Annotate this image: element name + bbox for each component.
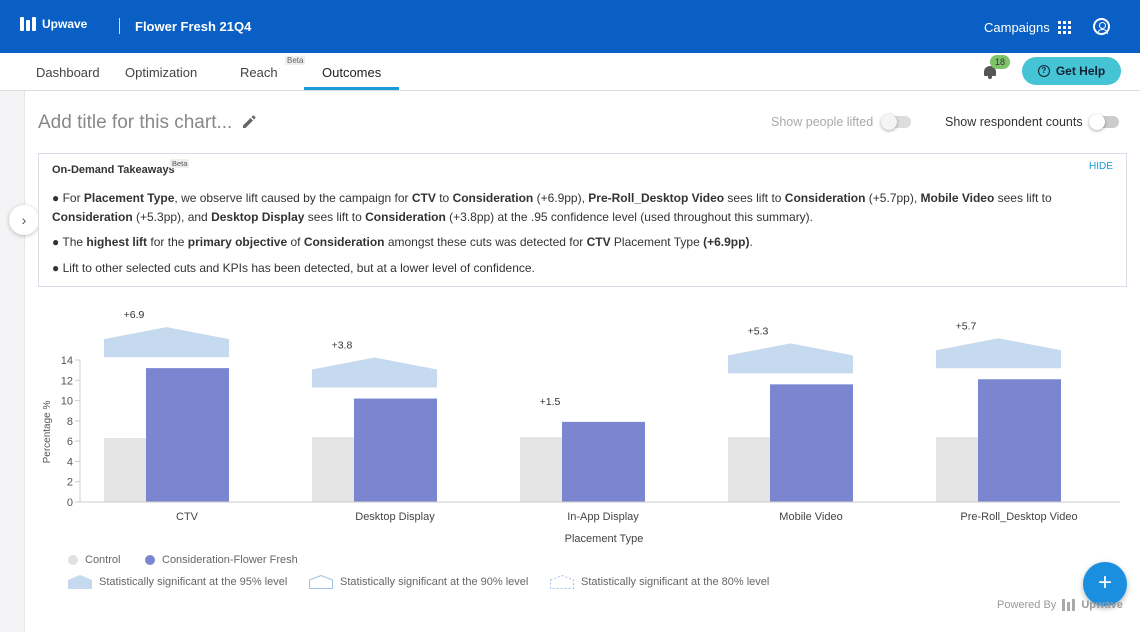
sig-90-shape-icon: [309, 575, 333, 589]
bar-consideration-4[interactable]: [978, 379, 1061, 502]
x-tick-label-2: In-App Display: [567, 511, 639, 523]
x-tick-label-0: CTV: [176, 511, 199, 523]
x-tick-label-3: Mobile Video: [779, 511, 842, 523]
bar-consideration-2[interactable]: [562, 421, 645, 502]
y-tick-label: 6: [67, 436, 73, 448]
legend-sig-95-label: Statistically significant at the 95% lev…: [99, 576, 288, 588]
project-title: Flower Fresh 21Q4: [135, 19, 252, 34]
show-respondent-counts-toggle[interactable]: [1089, 114, 1119, 130]
active-tab-indicator: [304, 87, 399, 90]
logo-text: Upwave: [42, 17, 88, 31]
hide-takeaways-button[interactable]: HIDE: [1089, 161, 1113, 172]
placement-type-bar-chart: 0 2 4 6 8 10 12 14 +6.9 +3.8 +1.5 +5.3 +5.7 CTV Desk…: [42, 309, 1120, 545]
get-help-label: Get Help: [1055, 64, 1106, 78]
upwave-logo-icon: [20, 17, 36, 31]
significance-95-shape-3: [728, 343, 853, 374]
left-sidebar-strip: [0, 91, 25, 632]
consideration-dot-icon: [145, 555, 155, 565]
chevron-right-icon: ›: [21, 212, 27, 228]
chart-title-input[interactable]: Add title for this chart...: [38, 112, 233, 133]
lift-label-3: +5.3: [748, 325, 769, 337]
legend-sig-90: Statistically significant at the 90% lev…: [309, 575, 528, 589]
tab-dashboard[interactable]: Dashboard: [36, 65, 100, 80]
plus-icon: +: [1097, 569, 1112, 596]
lift-label-4: +5.7: [956, 320, 977, 332]
y-tick-label: 14: [61, 355, 73, 367]
takeaway-line: ● For Placement Type, we observe lift ca…: [52, 191, 1052, 224]
lift-label-1: +3.8: [332, 340, 353, 352]
bar-consideration-0[interactable]: [146, 368, 229, 502]
y-tick-label: 12: [61, 375, 73, 387]
y-axis: 0 2 4 6 8 10 12 14: [61, 355, 81, 509]
upwave-logo[interactable]: Upwave: [20, 17, 87, 31]
x-axis-label: Placement Type: [565, 533, 644, 545]
powered-by-upwave: Powered By Upwave: [997, 599, 1123, 611]
y-tick-label: 2: [67, 477, 73, 489]
top-bar: Upwave Flower Fresh 21Q4 Campaigns: [0, 0, 1140, 53]
takeaway-line: ● Lift to other selected cuts and KPIs h…: [52, 261, 535, 275]
powered-by-label: Powered By: [997, 599, 1057, 611]
takeaway-line: ● The highest lift for the primary objec…: [52, 235, 753, 249]
legend-sig-95: Statistically significant at the 95% lev…: [68, 575, 287, 589]
takeaways-title: On-Demand Takeaways: [52, 164, 175, 176]
powered-by-brand: Upwave: [1081, 599, 1123, 611]
y-axis-label: Percentage %: [42, 400, 53, 463]
get-help-button[interactable]: ? Get Help: [1022, 57, 1121, 85]
tab-reach[interactable]: Reach: [240, 65, 278, 80]
y-tick-label: 10: [61, 396, 73, 408]
lift-label-2: +1.5: [540, 396, 561, 408]
y-tick-label: 4: [67, 456, 73, 468]
legend-control-label: Control: [85, 554, 121, 566]
apps-grid-icon[interactable]: [1058, 21, 1071, 34]
legend-consideration-label: Consideration-Flower Fresh: [162, 554, 298, 566]
notification-count-badge: 18: [990, 55, 1010, 69]
bars: +6.9 +3.8 +1.5 +5.3 +5.7: [104, 309, 1061, 502]
sig-95-shape-icon: [68, 575, 92, 589]
legend-control[interactable]: Control: [68, 554, 120, 566]
x-axis: CTV Desktop Display In-App Display Mobile V…: [80, 501, 1120, 523]
add-fab-button[interactable]: +: [1083, 562, 1127, 606]
help-circle-icon: ?: [1037, 65, 1050, 77]
takeaways-beta-badge: Beta: [170, 159, 190, 168]
sig-80-shape-icon: [550, 575, 574, 589]
legend-consideration[interactable]: Consideration-Flower Fresh: [145, 554, 298, 566]
show-people-lifted-toggle[interactable]: [881, 114, 911, 130]
legend-sig-80-label: Statistically significant at the 80% lev…: [581, 576, 770, 588]
show-people-lifted-label: Show people lifted: [771, 115, 874, 129]
campaigns-link[interactable]: Campaigns: [984, 20, 1050, 35]
show-respondent-counts-label: Show respondent counts: [945, 115, 1083, 129]
upwave-mark-icon: [1062, 599, 1076, 611]
account-circle-icon[interactable]: [1093, 18, 1110, 35]
x-tick-label-1: Desktop Display: [355, 511, 435, 523]
bar-consideration-3[interactable]: [770, 384, 853, 502]
expand-sidebar-button[interactable]: ›: [9, 205, 39, 235]
header-divider: [119, 18, 120, 34]
notification-bell-icon[interactable]: [982, 64, 998, 80]
significance-95-shape-1: [312, 357, 437, 388]
nav-bar: Dashboard Optimization Reach Beta Outcom…: [0, 53, 1140, 91]
y-tick-label: 8: [67, 416, 73, 428]
pencil-edit-icon[interactable]: [241, 114, 257, 130]
y-tick-label: 0: [67, 497, 73, 509]
significance-95-shape-0: [104, 327, 229, 358]
x-tick-label-4: Pre-Roll_Desktop Video: [960, 511, 1077, 523]
tab-outcomes[interactable]: Outcomes: [322, 65, 382, 80]
lift-label-0: +6.9: [124, 309, 145, 321]
tab-optimization[interactable]: Optimization: [125, 65, 198, 80]
reach-beta-badge: Beta: [285, 56, 306, 65]
on-demand-takeaways-panel: On-Demand Takeaways Beta HIDE ● For Plac…: [38, 153, 1127, 287]
legend-sig-90-label: Statistically significant at the 90% lev…: [340, 576, 529, 588]
legend-sig-80: Statistically significant at the 80% lev…: [550, 575, 769, 589]
bar-consideration-1[interactable]: [354, 398, 437, 502]
significance-95-shape-4: [936, 338, 1061, 369]
control-dot-icon: [68, 555, 78, 565]
